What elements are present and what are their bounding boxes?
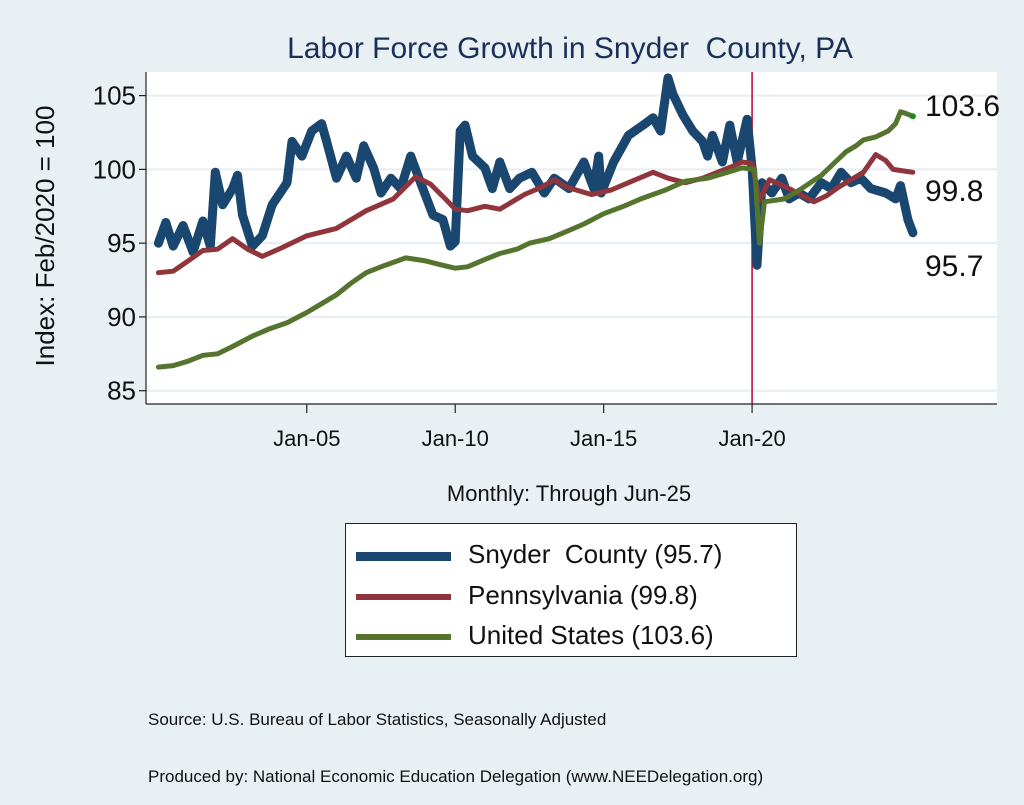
series-line-pennsylvania [155,152,916,276]
x-ticks: Jan-05 Jan-10 Jan-15 Jan-20 [273,404,786,451]
us-endpoint-marker [909,113,916,120]
chart-title: Labor Force Growth in Snyder County, PA [287,32,853,65]
x-tick-label: Jan-05 [273,426,340,451]
chart: 85 90 95 100 105 Jan-05 Jan-10 Jan-15 Jan-20 10… [30,32,1000,506]
source-line: Source: U.S. Bureau of Labor Statistics,… [148,710,607,729]
source-note: Source: U.S. Bureau of Labor Statistics,… [148,672,763,805]
legend-label-snyder: Snyder County (95.7) [468,539,723,569]
y-ticks: 85 90 95 100 105 [93,81,146,406]
legend-swatch-pennsylvania [356,594,451,600]
legend-item-pennsylvania: Pennsylvania (99.8) [346,577,796,617]
legend-item-united-states: United States (103.6) [346,617,796,657]
y-axis-label: Index: Feb/2020 = 100 [30,106,60,367]
y-tick-label: 90 [107,302,136,332]
x-tick-label: Jan-20 [718,426,785,451]
end-labels: 103.6 99.8 95.7 [925,90,1000,283]
legend-item-snyder: Snyder County (95.7) [346,536,796,576]
legend-label-pennsylvania: Pennsylvania (99.8) [468,580,698,610]
y-tick-label: 100 [93,154,136,184]
series-line-snyder [153,73,918,270]
axes [145,72,997,405]
legend-label-united-states: United States (103.6) [468,620,714,650]
producer-line: Produced by: National Economic Education… [148,767,764,786]
y-tick-label: 85 [107,376,136,406]
end-label-pennsylvania: 99.8 [925,175,983,208]
y-tick-label: 105 [93,81,136,111]
legend-swatch-snyder [356,552,451,561]
end-label-united-states: 103.6 [925,90,1000,123]
plot-area [146,72,997,404]
legend-swatch-united-states [356,634,451,640]
series-group [153,73,918,370]
series-line-united-states [155,109,916,370]
x-tick-label: Jan-10 [422,426,489,451]
legend: Snyder County (95.7) Pennsylvania (99.8)… [345,523,797,657]
y-tick-label: 95 [107,228,136,258]
x-axis-label: Monthly: Through Jun-25 [447,481,691,506]
x-tick-label: Jan-15 [570,426,637,451]
end-label-snyder: 95.7 [925,250,983,283]
